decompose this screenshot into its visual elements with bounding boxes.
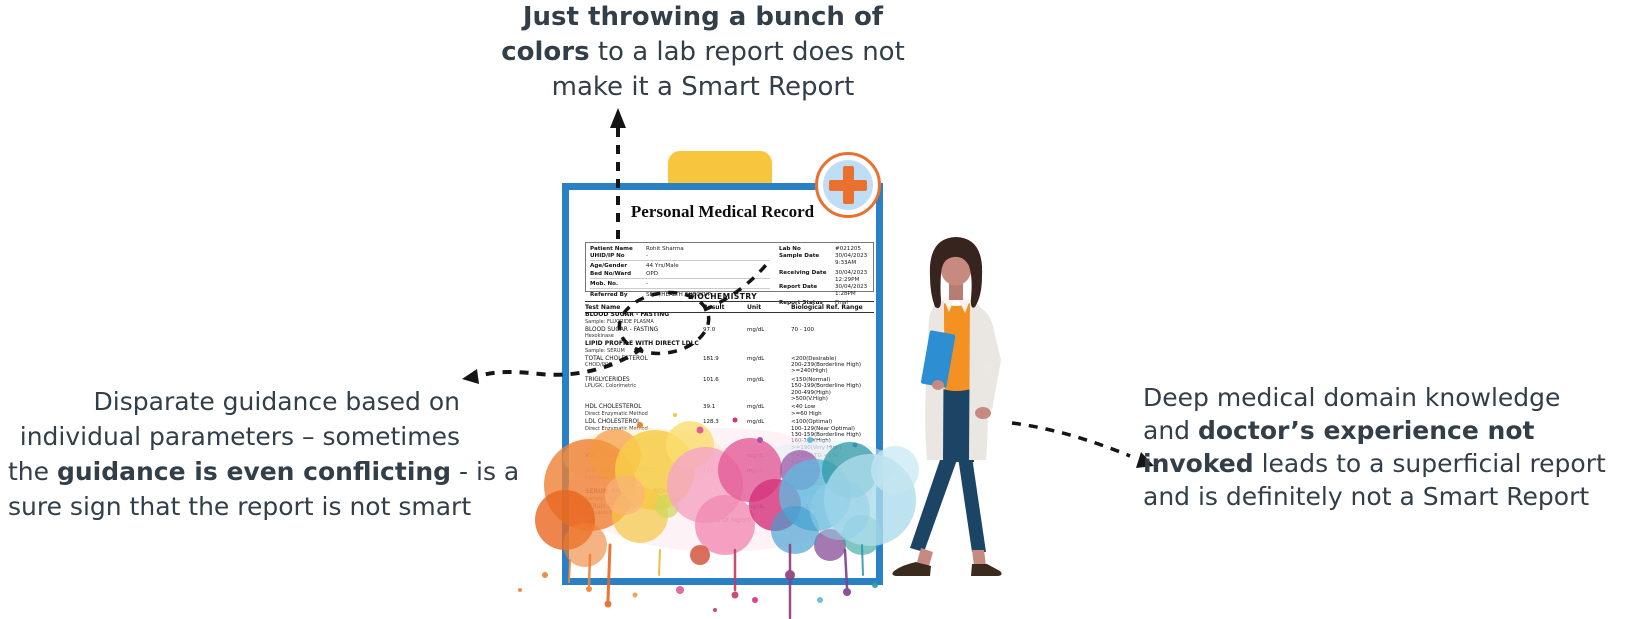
- lab-field: Report Status Final: [779, 300, 848, 307]
- report-title: Personal Medical Record: [630, 202, 815, 221]
- table-group-row: LIPID PROFILE WITH DIRECT LDLC Sample: SE…: [585, 340, 699, 354]
- medical-cross-icon: [815, 152, 881, 218]
- lab-report: Personal Medical Record Patient Name Rohi…: [569, 190, 876, 578]
- table-group-row: SERUM BILIRUBIN - INDIRECT Sample: SERUM: [585, 488, 684, 502]
- table-row: LDL CHOLESTEROL Direct Enzymatic Method 1…: [585, 419, 862, 451]
- table-row: HDL CHOLESTEROL Direct Enzymatic Method 3…: [585, 404, 822, 417]
- right-annotation: Deep medical domain knowledge and doctor…: [1143, 381, 1606, 513]
- doctor-leg: [910, 457, 958, 552]
- table-row: BLOOD SUGAR - FASTING Hexokinase 97.0 mg/…: [585, 326, 814, 339]
- lab-field: Receiving Date 30/04/2023 12:29PM: [779, 269, 868, 283]
- top-annotation-line: colors to a lab report does not: [501, 37, 905, 67]
- doctor-hand: [975, 407, 991, 419]
- right-annotation-line: invoked leads to a superficial report: [1143, 449, 1606, 478]
- lab-fields: Lab No #021205 Sample Date 30/04/2023 9:33…: [779, 246, 871, 308]
- table-row: SERUM BILIRUBIN - INDIRECT Calculated 0.4…: [585, 503, 814, 517]
- patient-info-box: Patient Name Rohit Sharma UHID/IP No - Age…: [585, 242, 874, 306]
- results-table: BLOOD SUGAR - FASTING Sample: FLUORIDE PL…: [585, 312, 874, 580]
- top-annotation-line: Just throwing a bunch of: [522, 2, 884, 32]
- left-annotation-line: individual parameters – sometimes: [19, 422, 460, 451]
- top-annotation: Just throwing a bunch of colors to a lab…: [497, 0, 909, 105]
- left-annotation-line: the guidance is even conflicting - is a: [8, 457, 520, 486]
- doctor-illustration: [892, 237, 1002, 576]
- patient-field: Bed No/Ward OPD: [590, 271, 770, 279]
- lab-field: Lab No #021205: [779, 246, 862, 252]
- right-annotation-line: and is definitely not a Smart Report: [1143, 482, 1590, 511]
- clipboard-tab: [668, 151, 772, 189]
- doctor-hair: [929, 237, 983, 309]
- left-annotation-line: sure sign that the report is not smart: [8, 492, 472, 521]
- report-clipboard: Personal Medical Record Patient Name Rohi…: [562, 183, 883, 585]
- table-row: TOTAL CHOLESTEROL CHOD/POD 181.9 mg/dL <2…: [585, 355, 862, 375]
- left-annotation: Disparate guidance based on individual p…: [8, 384, 520, 524]
- right-annotation-line: Deep medical domain knowledge: [1143, 383, 1561, 412]
- table-row: VLDL CHOLESTEROL 22.6 mg/dL <=30 if TG <…: [585, 453, 839, 466]
- lab-field: Report Date 30/04/2023 1:28PM: [779, 284, 868, 298]
- left-annotation-line: Disparate guidance based on: [93, 387, 460, 416]
- patient-field: Mob. No. -: [590, 281, 770, 290]
- arrowhead-left: [462, 369, 479, 384]
- dashed-arrow-right: [1011, 421, 1131, 458]
- doctor-shoe: [892, 562, 931, 576]
- section-heading: BIOCHEMISTRY: [687, 292, 758, 301]
- table-row: NON HDL CHOLESTEROL Calculated 142.8 mg/d…: [585, 468, 841, 487]
- end-of-report: -End Of Report-: [707, 518, 752, 525]
- arrowhead-up: [610, 108, 626, 128]
- right-annotation-line: and doctor’s experience not: [1143, 416, 1535, 445]
- patient-field: Patient Name Rohit Sharma: [590, 246, 684, 252]
- top-annotation-line: make it a Smart Report: [551, 72, 855, 102]
- table-group-row: BLOOD SUGAR - FASTING Sample: FLUORIDE PL…: [585, 312, 670, 325]
- patient-field: Age/Gender 44 Yrs/Male: [590, 263, 679, 270]
- table-row: TRIGLYCERIDES LPL/GK, Colorimetric 101.6 …: [585, 376, 862, 403]
- patient-field: UHID/IP No -: [590, 253, 770, 262]
- doctor-clipboard: [920, 330, 956, 388]
- lab-field: Sample Date 30/04/2023 9:33AM: [779, 253, 868, 267]
